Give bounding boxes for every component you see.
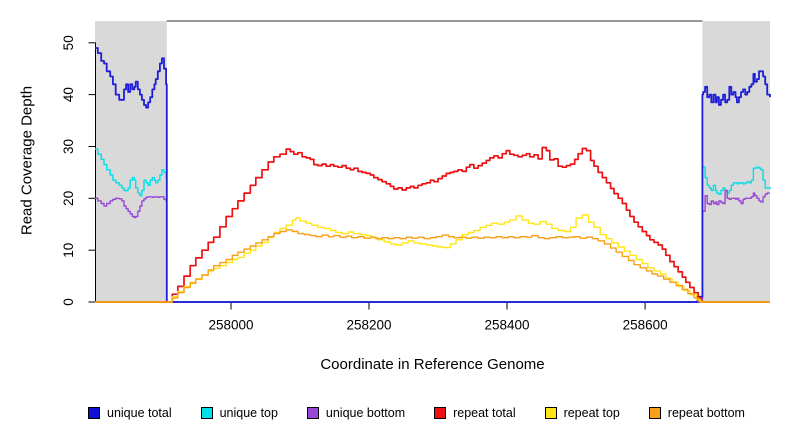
x-axis-title: Coordinate in Reference Genome (320, 356, 545, 373)
legend-item-unique-bottom: unique bottom (306, 406, 406, 420)
legend-label: repeat top (563, 406, 620, 420)
y-axis-tick-label: 50 (61, 35, 76, 50)
legend-swatch-repeat-total (434, 407, 447, 419)
legend: unique total unique top unique bottom re… (88, 406, 745, 420)
x-axis-tick-label: 258200 (346, 318, 391, 333)
legend-label: repeat total (453, 406, 516, 420)
y-axis-tick-label: 10 (61, 243, 76, 258)
legend-label: repeat bottom (667, 406, 745, 420)
y-axis-tick-label: 0 (61, 298, 76, 306)
legend-item-repeat-bottom: repeat bottom (648, 406, 745, 420)
y-axis-tick-label: 40 (61, 87, 76, 102)
legend-label: unique total (107, 406, 172, 420)
unique-flank-shade (702, 21, 770, 302)
legend-swatch-unique-top (200, 407, 213, 419)
y-axis-tick-label: 20 (61, 191, 76, 206)
legend-swatch-unique-total (88, 407, 100, 419)
legend-label: unique bottom (325, 406, 406, 420)
legend-swatch-unique-bottom (306, 407, 319, 419)
series-line-repeat-top (95, 214, 770, 303)
series-line-unique-total (95, 47, 771, 303)
legend-item-unique-total: unique total (88, 406, 172, 420)
legend-item-repeat-total: repeat total (434, 406, 516, 420)
legend-swatch-repeat-bottom (648, 407, 661, 419)
legend-item-repeat-top: repeat top (544, 406, 620, 420)
x-axis-tick-label: 258400 (484, 318, 529, 333)
y-axis-tick-label: 30 (61, 139, 76, 154)
legend-swatch-repeat-top (544, 407, 557, 419)
legend-label: unique top (219, 406, 278, 420)
series-line-repeat-bottom (95, 229, 770, 303)
x-axis-tick-label: 258000 (208, 318, 253, 333)
series-line-repeat-total (95, 146, 770, 303)
x-axis-tick-label: 258600 (623, 318, 668, 333)
y-axis-title: Read Coverage Depth (18, 85, 36, 236)
legend-item-unique-top: unique top (200, 406, 278, 420)
